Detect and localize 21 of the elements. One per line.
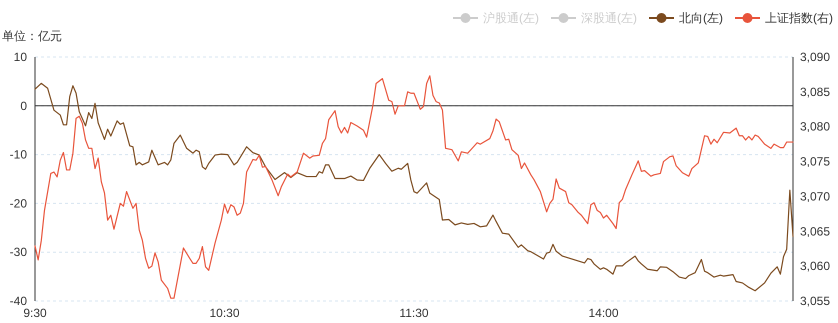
y-tick-label: -10 xyxy=(10,148,28,162)
y-tick-label: -20 xyxy=(10,196,28,210)
y2-tick-label: 3,090 xyxy=(800,50,830,64)
legend-label: 上证指数(右) xyxy=(765,11,833,25)
y2-tick-label: 3,080 xyxy=(800,120,830,134)
y2-tick-label: 3,085 xyxy=(800,84,830,99)
y-tick-label: 10 xyxy=(14,50,28,64)
x-tick-label: 11:30 xyxy=(399,306,429,320)
x-tick-label: 10:30 xyxy=(209,306,240,320)
y2-tick-label: 3,070 xyxy=(800,189,830,204)
y2-tick-label: 3,075 xyxy=(800,154,830,169)
y-tick-label: -40 xyxy=(10,294,28,308)
x-tick-label: 9:30 xyxy=(23,306,47,320)
y-axis-title: 单位：亿元 xyxy=(2,29,62,43)
legend-label: 北向(左) xyxy=(679,11,723,25)
y2-tick-label: 3,055 xyxy=(800,294,830,308)
y2-tick-label: 3,060 xyxy=(800,259,830,274)
y-tick-label: 0 xyxy=(20,98,28,113)
y-tick-label: -30 xyxy=(10,245,28,260)
x-tick-label: 14:00 xyxy=(588,306,619,320)
y2-tick-label: 3,065 xyxy=(800,224,830,238)
